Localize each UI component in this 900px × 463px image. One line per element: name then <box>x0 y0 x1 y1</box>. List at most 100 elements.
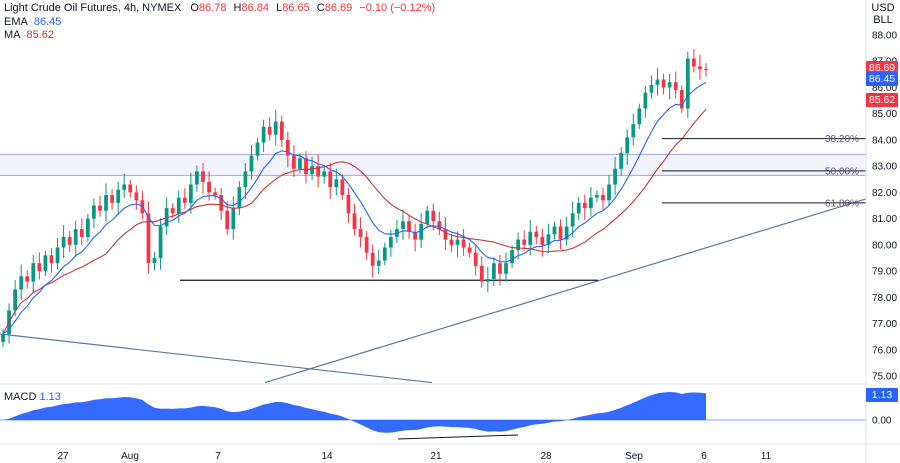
time-tick-label: 28 <box>540 451 552 462</box>
low-label: L <box>276 2 283 14</box>
candle-body <box>546 234 551 245</box>
high-label: H <box>233 2 242 14</box>
fibonacci-levels: 38.20% 50.00% 61.80% <box>662 134 866 209</box>
candle-body <box>413 231 417 240</box>
candle-body <box>510 250 514 264</box>
time-tick-label: Aug <box>121 451 139 462</box>
price-tick-label: 76.00 <box>872 345 897 356</box>
candle-body <box>182 197 187 203</box>
candle-body <box>522 239 527 245</box>
candle-body <box>613 168 617 185</box>
candle-body <box>219 195 224 211</box>
falling-trendline <box>0 333 433 384</box>
candle-body <box>146 213 151 264</box>
resistance-zone <box>0 153 866 176</box>
candle-body <box>67 236 72 245</box>
ema-value: 86.45 <box>33 15 62 28</box>
time-tick-label: 14 <box>321 451 333 462</box>
candle-body <box>116 189 121 203</box>
macd-label: MACD <box>4 391 37 403</box>
ma-row[interactable]: MA 85.62 <box>4 29 435 43</box>
price-tick-label: 78.00 <box>872 293 897 304</box>
candle-body <box>152 257 157 264</box>
candle-body <box>104 195 108 211</box>
trendlines <box>0 198 867 384</box>
candle-body <box>601 195 605 201</box>
price-tick-label: 77.00 <box>872 319 897 330</box>
open-label: O <box>190 2 199 14</box>
candle-body <box>328 171 333 188</box>
candle-body <box>170 208 175 214</box>
candle-body <box>376 260 381 266</box>
candle-body <box>98 205 102 211</box>
candle-body <box>534 231 539 237</box>
time-tick-label: 11 <box>761 451 772 462</box>
time-axis[interactable]: 27 Aug 7 14 21 28 Sep 6 11 <box>0 443 900 462</box>
macd-legend-value: 1.13 <box>39 391 61 403</box>
ma-value: 85.62 <box>26 29 55 41</box>
candle-body <box>564 226 569 240</box>
unit-currency: USD <box>871 2 895 14</box>
candle-body <box>679 90 684 109</box>
price-tick-label: 81.00 <box>872 214 897 225</box>
zone-fill <box>0 154 866 176</box>
candle-body <box>631 124 636 138</box>
candle-body <box>273 121 278 135</box>
candle-body <box>92 205 96 219</box>
candle-body <box>443 229 448 240</box>
candle-body <box>364 236 369 253</box>
ema-label: EMA <box>4 15 28 28</box>
time-tick-label: 27 <box>57 451 69 462</box>
candle-body <box>419 223 424 240</box>
macd-value-badge: 1.13 <box>866 388 898 402</box>
candle-body <box>346 195 351 214</box>
candle-body <box>625 137 630 154</box>
candle-body <box>285 139 290 156</box>
price-tick-label: 80.00 <box>872 240 897 251</box>
candle-body <box>661 79 666 88</box>
macd-pane: 0.00 <box>0 383 892 440</box>
low-value: 86.65 <box>282 2 310 14</box>
ema-row[interactable]: EMA 86.45 <box>4 16 435 30</box>
candle-body <box>195 171 199 185</box>
rising-trendline <box>264 198 867 384</box>
price-tick-label: 88.00 <box>872 31 897 42</box>
candle-body <box>267 126 272 135</box>
candle-body <box>55 247 60 264</box>
candle-body <box>407 221 411 232</box>
moving-averages <box>2 82 707 335</box>
macd-legend[interactable]: MACD 1.13 <box>4 391 61 403</box>
candle-body <box>13 289 17 311</box>
candle-body <box>255 142 260 156</box>
change-value: −0.10 (−0.12%) <box>359 2 436 14</box>
macd-area <box>3 392 706 433</box>
candle-body <box>31 263 36 282</box>
price-axis[interactable]: 88.0087.0086.0085.0084.0083.0082.0081.00… <box>865 0 897 463</box>
candle-body <box>261 126 266 143</box>
candle-body <box>504 263 508 274</box>
candle-body <box>455 239 460 245</box>
candle-body <box>607 184 611 201</box>
price-tick-label: 86.00 <box>872 83 897 94</box>
candle-body <box>388 236 393 248</box>
candle-body <box>461 239 466 248</box>
price-unit[interactable]: USD BLL <box>868 2 898 26</box>
candle-body <box>498 263 502 274</box>
price-tick-label: 82.00 <box>872 188 897 199</box>
price-tick-label: 83.00 <box>872 162 897 173</box>
candle-body <box>73 229 78 245</box>
candle-body <box>340 179 345 196</box>
symbol-title[interactable]: Light Crude Oil Futures, 4h, NYMEX <box>4 2 182 14</box>
candle-body <box>304 158 308 175</box>
candle-body <box>637 108 642 125</box>
candle-body <box>213 192 217 196</box>
ohlc-row: Light Crude Oil Futures, 4h, NYMEX O86.7… <box>4 2 435 16</box>
candle-body <box>479 265 484 282</box>
candle-body <box>467 247 472 253</box>
high-value: 86.84 <box>241 2 269 14</box>
ema-line <box>2 82 707 335</box>
candle-body <box>358 229 363 237</box>
candle-body <box>188 184 193 203</box>
candle-body <box>43 255 48 272</box>
